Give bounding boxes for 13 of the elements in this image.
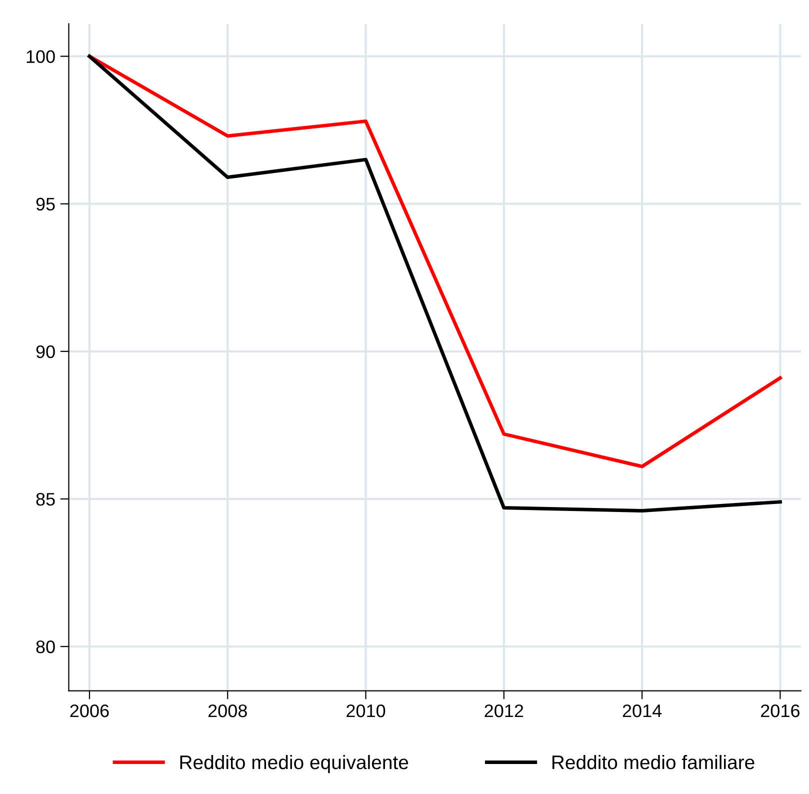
x-tick-label: 2008 bbox=[208, 704, 247, 718]
x-tick-label: 2010 bbox=[346, 704, 386, 718]
y-tick-label: 90 bbox=[36, 345, 55, 358]
legend-label: Reddito medio equivalente bbox=[180, 754, 408, 774]
legend-label: Reddito medio familiare bbox=[552, 754, 754, 770]
y-tick-label: 85 bbox=[36, 492, 55, 506]
x-tick-label: 2006 bbox=[70, 704, 109, 718]
x-tick-label: 2016 bbox=[761, 704, 800, 718]
y-tick-label: 95 bbox=[36, 198, 55, 211]
x-tick-label: 2012 bbox=[484, 704, 524, 718]
x-tick-label: 2014 bbox=[622, 704, 662, 718]
y-tick-label: 80 bbox=[36, 640, 55, 654]
y-tick-label: 100 bbox=[26, 50, 55, 64]
